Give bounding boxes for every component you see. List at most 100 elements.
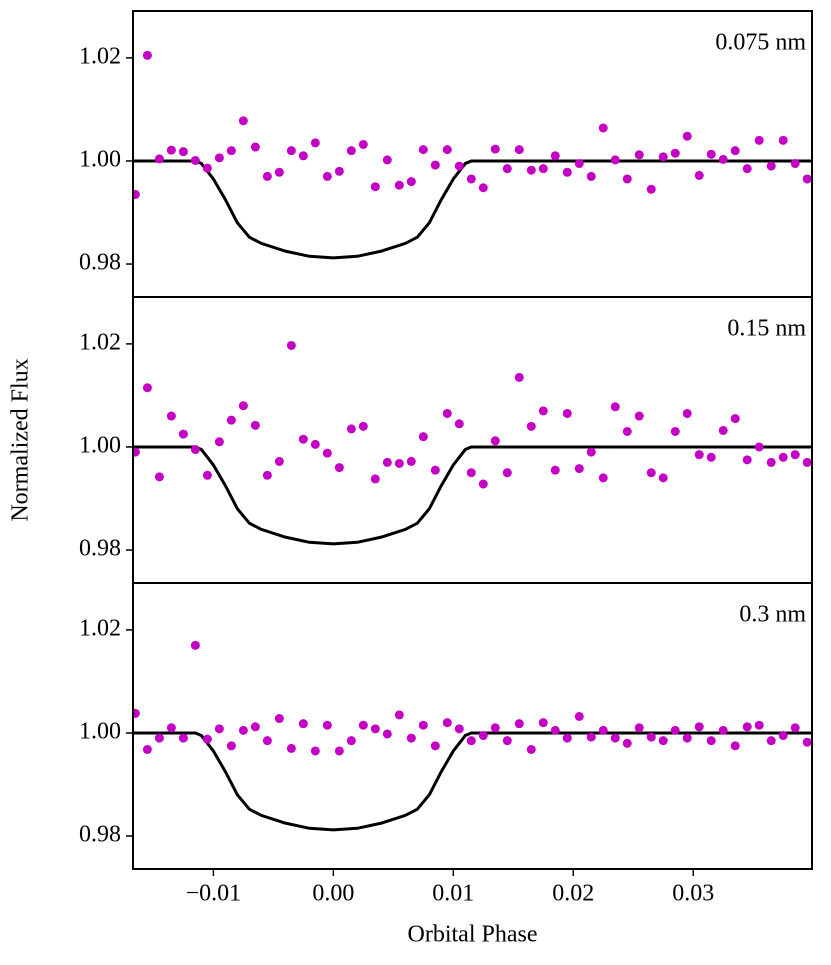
- data-point: [454, 419, 464, 429]
- data-point: [142, 744, 152, 754]
- data-point: [562, 408, 572, 418]
- data-point: [298, 434, 308, 444]
- panel-label: 0.15 nm: [727, 316, 806, 342]
- model-line: [133, 445, 812, 546]
- data-point: [502, 164, 512, 174]
- data-point: [190, 640, 200, 650]
- data-point: [334, 463, 344, 473]
- data-point: [718, 154, 728, 164]
- data-point: [658, 152, 668, 162]
- data-point: [754, 135, 764, 145]
- data-point: [238, 116, 248, 126]
- data-point: [778, 731, 788, 741]
- x-tick-label: 0.00: [312, 881, 354, 907]
- data-point: [802, 737, 812, 747]
- data-point: [778, 452, 788, 462]
- data-point: [418, 432, 428, 442]
- data-point: [202, 470, 212, 480]
- data-point: [790, 723, 800, 733]
- data-point: [742, 164, 752, 174]
- data-point: [754, 442, 764, 452]
- data-point: [586, 732, 596, 742]
- data-point: [394, 458, 404, 468]
- data-point: [718, 725, 728, 735]
- data-point: [766, 161, 776, 171]
- data-point: [610, 733, 620, 743]
- data-point: [310, 439, 320, 449]
- data-point: [166, 411, 176, 421]
- data-point: [682, 131, 692, 141]
- data-point: [430, 160, 440, 170]
- y-tick-label: 0.98: [79, 536, 121, 562]
- data-point: [766, 457, 776, 467]
- data-point: [430, 741, 440, 751]
- data-point: [586, 171, 596, 181]
- model-line: [133, 731, 812, 832]
- data-point: [262, 736, 272, 746]
- data-point: [778, 135, 788, 145]
- data-point: [526, 421, 536, 431]
- data-point: [382, 457, 392, 467]
- data-point: [622, 174, 632, 184]
- data-point: [370, 724, 380, 734]
- data-point: [490, 436, 500, 446]
- data-point: [274, 456, 284, 466]
- data-point: [766, 736, 776, 746]
- data-point: [322, 171, 332, 181]
- data-point: [262, 171, 272, 181]
- data-point: [238, 401, 248, 411]
- data-point: [202, 163, 212, 173]
- data-point: [406, 733, 416, 743]
- data-point: [490, 723, 500, 733]
- data-point: [706, 149, 716, 159]
- data-point: [538, 718, 548, 728]
- data-point: [214, 153, 224, 163]
- data-point: [562, 167, 572, 177]
- data-point: [526, 744, 536, 754]
- x-tick-label: 0.02: [552, 881, 594, 907]
- data-point: [694, 450, 704, 460]
- data-point: [490, 144, 500, 154]
- data-point: [538, 406, 548, 416]
- data-point: [706, 736, 716, 746]
- data-point: [622, 426, 632, 436]
- data-point: [622, 738, 632, 748]
- data-point: [190, 155, 200, 165]
- data-point: [514, 145, 524, 155]
- data-point: [310, 746, 320, 756]
- data-point: [178, 147, 188, 157]
- data-point: [418, 145, 428, 155]
- data-point: [274, 714, 284, 724]
- data-point: [466, 174, 476, 184]
- data-point: [562, 733, 572, 743]
- data-point: [454, 724, 464, 734]
- data-point: [298, 151, 308, 161]
- data-point: [478, 731, 488, 741]
- data-point: [358, 139, 368, 149]
- panel-label: 0.3 nm: [739, 602, 806, 628]
- data-point: [394, 710, 404, 720]
- y-tick-label: 1.02: [79, 329, 121, 355]
- y-tick-label: 1.02: [79, 43, 121, 69]
- axes-frame: [132, 582, 813, 870]
- data-point: [478, 183, 488, 193]
- data-point: [802, 174, 812, 184]
- data-point: [358, 421, 368, 431]
- data-point: [166, 145, 176, 155]
- data-point: [694, 170, 704, 180]
- axes-frame: [132, 296, 813, 584]
- data-point: [382, 729, 392, 739]
- panel-label: 0.075 nm: [715, 30, 806, 56]
- data-point: [658, 473, 668, 483]
- data-point: [670, 725, 680, 735]
- data-point: [190, 445, 200, 455]
- data-point: [262, 470, 272, 480]
- data-point: [334, 166, 344, 176]
- data-point: [742, 722, 752, 732]
- data-point: [298, 719, 308, 729]
- data-point: [526, 165, 536, 175]
- data-point: [250, 142, 260, 152]
- data-point: [334, 746, 344, 756]
- x-axis-label: Orbital Phase: [408, 922, 538, 948]
